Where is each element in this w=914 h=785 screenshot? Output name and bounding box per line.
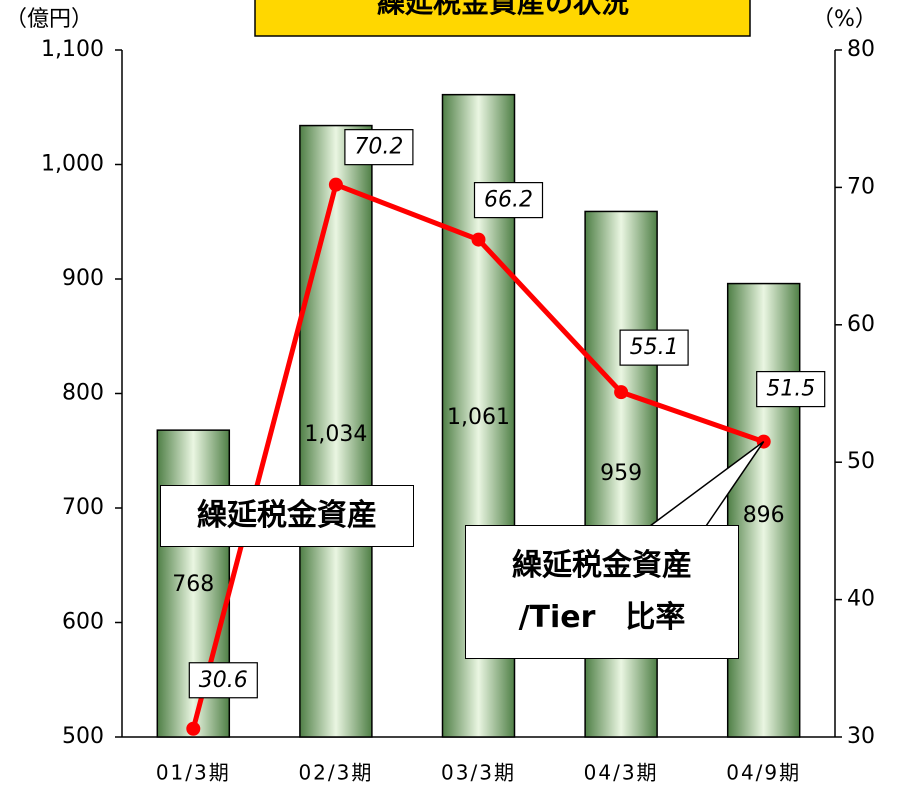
y2-tick-label: 40 bbox=[847, 587, 875, 612]
y-tick-label: 900 bbox=[62, 266, 104, 291]
series-label: 繰延税金資産 bbox=[160, 485, 414, 547]
y2-tick-label: 60 bbox=[847, 312, 875, 337]
bar bbox=[299, 124, 373, 738]
x-tick-label: 04/3期 bbox=[584, 761, 659, 785]
y-tick-label: 600 bbox=[62, 610, 104, 635]
series-label: 繰延税金資産 /Tier 比率 bbox=[465, 525, 739, 659]
bar-value-label: 896 bbox=[743, 503, 785, 528]
point-label: 70.2 bbox=[354, 135, 403, 160]
y-tick-label: 800 bbox=[62, 381, 104, 406]
line-point bbox=[186, 721, 201, 736]
chart-title: 繰延税金資産の状況 bbox=[377, 0, 629, 19]
point-label-box bbox=[619, 329, 689, 366]
y2-tick-label: 30 bbox=[847, 724, 875, 749]
point-label-box bbox=[473, 182, 544, 219]
y2-tick-label: 70 bbox=[847, 174, 875, 199]
line-point bbox=[471, 232, 486, 247]
point-label-box bbox=[344, 129, 414, 166]
y-tick-label: 700 bbox=[62, 495, 104, 520]
y-tick-label: 500 bbox=[62, 724, 104, 749]
bar-value-label: 768 bbox=[172, 572, 214, 597]
bar bbox=[726, 282, 801, 738]
y2-tick-label: 50 bbox=[847, 449, 875, 474]
y-tick-label: 1,100 bbox=[41, 37, 104, 62]
y-axis-label: （億円） bbox=[5, 7, 93, 32]
point-label-box bbox=[756, 370, 826, 408]
y2-axis-label: （%） bbox=[812, 7, 877, 32]
point-label-box bbox=[188, 662, 258, 699]
x-tick-label: 04/9期 bbox=[726, 761, 801, 785]
y2-tick-label: 80 bbox=[847, 37, 875, 62]
point-label: 30.6 bbox=[199, 668, 248, 693]
point-label: 51.5 bbox=[766, 377, 815, 402]
x-tick-label: 03/3期 bbox=[441, 761, 516, 785]
y-tick-label: 1,000 bbox=[41, 152, 104, 177]
line-point bbox=[328, 177, 343, 192]
title-box bbox=[254, 0, 751, 37]
bar-value-label: 959 bbox=[600, 461, 642, 486]
line-point bbox=[614, 385, 629, 400]
x-tick-label: 02/3期 bbox=[298, 761, 373, 785]
point-label: 66.2 bbox=[484, 188, 533, 213]
bar-value-label: 1,034 bbox=[304, 422, 367, 447]
point-label: 55.1 bbox=[630, 335, 679, 360]
x-tick-label: 01/3期 bbox=[156, 761, 231, 785]
bar-value-label: 1,061 bbox=[447, 405, 510, 430]
